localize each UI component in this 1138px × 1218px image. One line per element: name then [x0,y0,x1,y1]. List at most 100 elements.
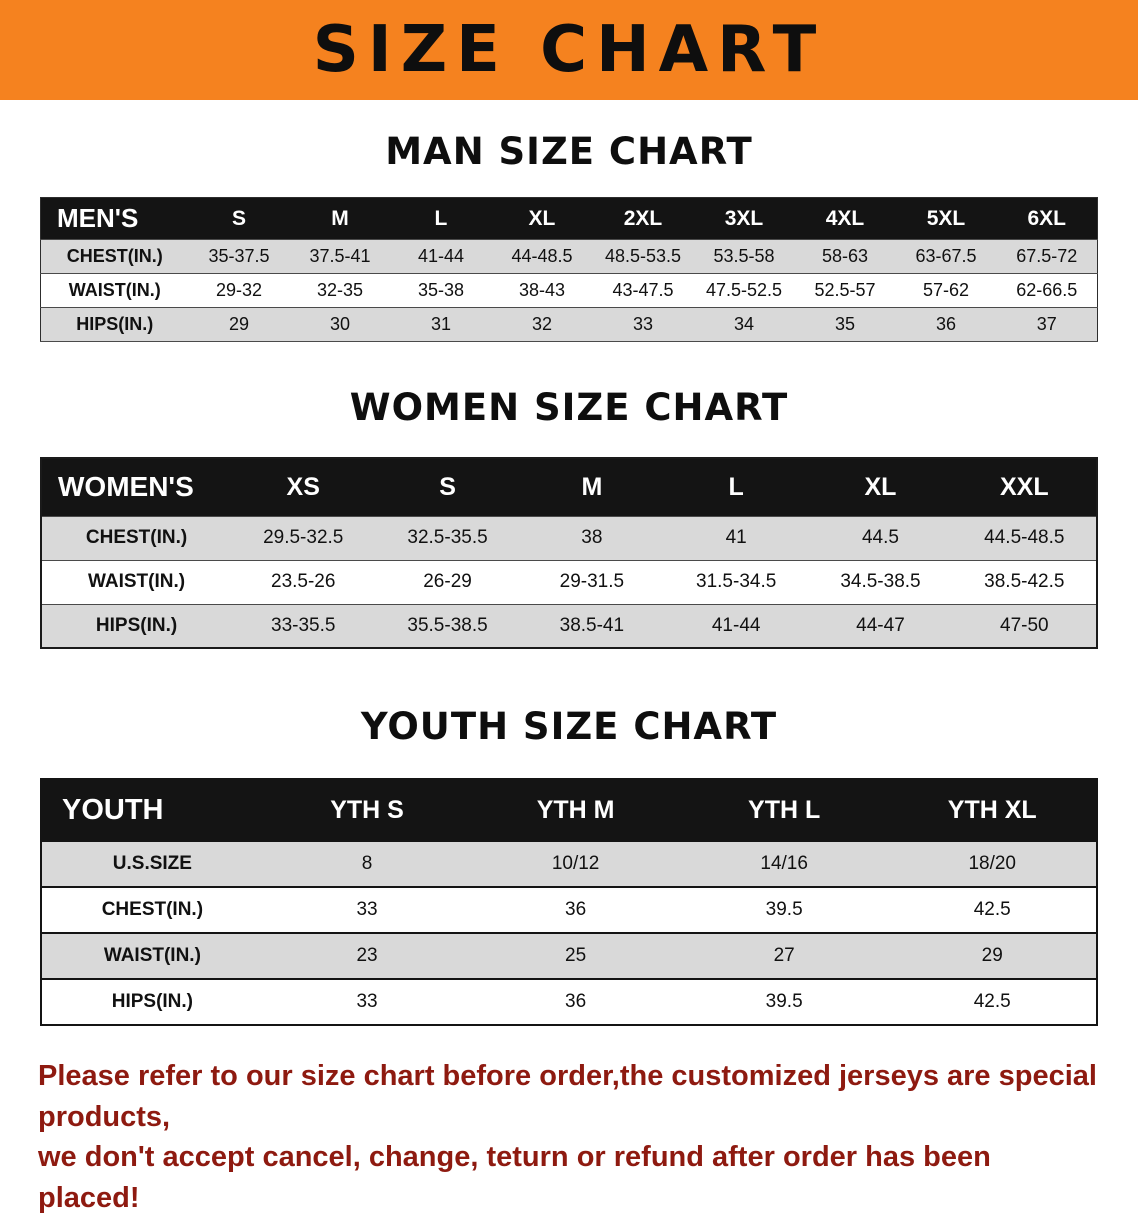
size-value-cell: 29.5-32.5 [263,527,344,548]
size-column-header: YTH M [471,779,680,841]
size-value-cell: 36 [565,899,587,920]
size-value-cell: 18/20 [968,853,1016,874]
size-column-header: M [289,197,391,240]
size-value-cell: 32.5-35.5 [407,527,488,548]
size-value-cell: 30 [329,314,350,334]
size-value-cell: 47-50 [1000,614,1049,636]
size-value-cell: 44-48.5 [511,246,573,266]
size-value-cell: 38 [581,527,603,548]
size-value-cell: 23.5-26 [271,571,336,592]
size-column-header: 3XL [693,197,795,240]
size-column-header: M [519,458,665,516]
size-value-cell: 42.5 [973,991,1011,1012]
size-value-cell: 8 [361,853,373,874]
size-value-cell: 29 [228,314,249,334]
table-row: HIPS(IN.) 29 30 31 32 33 34 35 36 37 [40,307,1098,342]
size-column-header: 5XL [895,197,997,240]
size-value-cell: 32-35 [316,280,363,300]
size-value-cell: 29-31.5 [559,571,625,592]
size-value-cell: 29 [981,945,1003,966]
size-column-header: 4XL [794,197,896,240]
size-column-header: YTH XL [888,779,1097,841]
youth-size-section: YOUTH SIZE CHART YOUTH YTH S YTH M YTH L YTH… [0,649,1138,1026]
notice-line-1: Please refer to our size chart before or… [38,1060,1097,1133]
size-value-cell: 43-47.5 [612,280,674,300]
size-column-header: L [664,458,809,516]
table-row: WAIST(IN.) 23.5-26 26-29 29-31.5 31.5-34.5 34… [41,560,1097,604]
size-value-cell: 62-66.5 [1016,280,1078,300]
size-value-cell: 35 [834,314,855,334]
size-value-cell: 41-44 [711,614,761,636]
size-value-cell: 35-37.5 [208,246,270,266]
row-label-cell: WAIST(IN.) [68,280,161,300]
size-value-cell: 32 [531,314,552,334]
size-value-cell: 38-43 [518,280,565,300]
table-title-cell: YOUTH [41,779,263,841]
size-value-cell: 33 [632,314,653,334]
size-value-cell: 26-29 [423,571,472,592]
size-value-cell: 37 [1036,314,1057,334]
size-value-cell: 41-44 [417,246,464,266]
size-column-header: S [188,197,290,240]
size-value-cell: 31.5-34.5 [696,571,777,592]
size-value-cell: 33 [356,991,378,1012]
size-value-cell: 23 [356,945,378,966]
youth-size-heading: YOUTH SIZE CHART [360,705,778,748]
size-value-cell: 38.5-41 [559,614,625,636]
size-value-cell: 67.5-72 [1016,246,1078,266]
size-value-cell: 29-32 [215,280,262,300]
size-value-cell: 36 [935,314,956,334]
size-value-cell: 31 [430,314,451,334]
size-column-header: 6XL [996,197,1098,240]
women-size-table: WOMEN'S XS S M L XL XXL CHEST(IN.) 29.5-32.5 32.5… [40,457,1098,649]
table-row: WAIST(IN.) 29-32 32-35 35-38 38-43 43-47.5 47.… [40,273,1098,308]
size-value-cell: 34 [733,314,754,334]
size-value-cell: 58-63 [821,246,868,266]
size-value-cell: 53.5-58 [713,246,775,266]
size-value-cell: 52.5-57 [814,280,876,300]
size-value-cell: 37.5-41 [309,246,371,266]
size-column-header: 2XL [592,197,694,240]
size-column-header: L [390,197,492,240]
size-value-cell: 42.5 [973,899,1011,920]
size-value-cell: 39.5 [765,899,803,920]
size-value-cell: 63-67.5 [915,246,977,266]
banner: SIZE CHART [0,0,1138,100]
size-column-header: XXL [952,458,1097,516]
size-value-cell: 38.5-42.5 [984,571,1065,592]
size-value-cell: 35.5-38.5 [407,614,488,636]
size-column-header: YTH L [679,779,889,841]
table-row: CHEST(IN.) 33 36 39.5 42.5 [41,887,1097,933]
page-title: SIZE CHART [312,13,826,87]
table-header-row: YOUTH YTH S YTH M YTH L YTH XL [41,779,1097,841]
size-value-cell: 35-38 [417,280,464,300]
table-row: HIPS(IN.) 33-35.5 35.5-38.5 38.5-41 41-44 44-… [41,604,1097,648]
size-value-cell: 39.5 [765,991,803,1012]
table-title-cell: MEN'S [40,197,189,240]
size-column-header: XL [808,458,953,516]
youth-size-table: YOUTH YTH S YTH M YTH L YTH XL U.S.SIZE 8 10/12… [40,778,1098,1026]
table-row: CHEST(IN.) 35-37.5 37.5-41 41-44 44-48.5 48.5… [40,239,1098,274]
size-value-cell: 27 [773,945,795,966]
size-value-cell: 14/16 [760,853,808,874]
man-size-table: MEN'S S M L XL 2XL 3XL 4XL 5XL 6XL CHEST(IN.) 35-37… [40,197,1098,342]
row-label-cell: WAIST(IN.) [87,571,186,592]
size-value-cell: 41 [725,527,747,548]
row-label-cell: HIPS(IN.) [76,314,154,334]
row-label-cell: CHEST(IN.) [101,899,204,920]
size-column-header: XS [231,458,376,516]
table-row: HIPS(IN.) 33 36 39.5 42.5 [41,979,1097,1025]
women-size-section: WOMEN SIZE CHART WOMEN'S XS S M L XL XXL CHEST(… [0,342,1138,649]
row-label-cell: HIPS(IN.) [111,991,194,1012]
size-value-cell: 57-62 [922,280,969,300]
size-column-header: YTH S [262,779,472,841]
man-size-section: MAN SIZE CHART MEN'S S M L XL 2XL 3XL 4XL 5XL 6XL… [0,100,1138,342]
row-label-cell: HIPS(IN.) [95,614,178,636]
row-label-cell: WAIST(IN.) [103,945,201,966]
table-title-cell: WOMEN'S [41,458,232,516]
size-column-header: S [375,458,520,516]
table-header-row: MEN'S S M L XL 2XL 3XL 4XL 5XL 6XL [40,197,1098,240]
size-value-cell: 44.5 [861,527,899,548]
table-header-row: WOMEN'S XS S M L XL XXL [41,458,1097,516]
